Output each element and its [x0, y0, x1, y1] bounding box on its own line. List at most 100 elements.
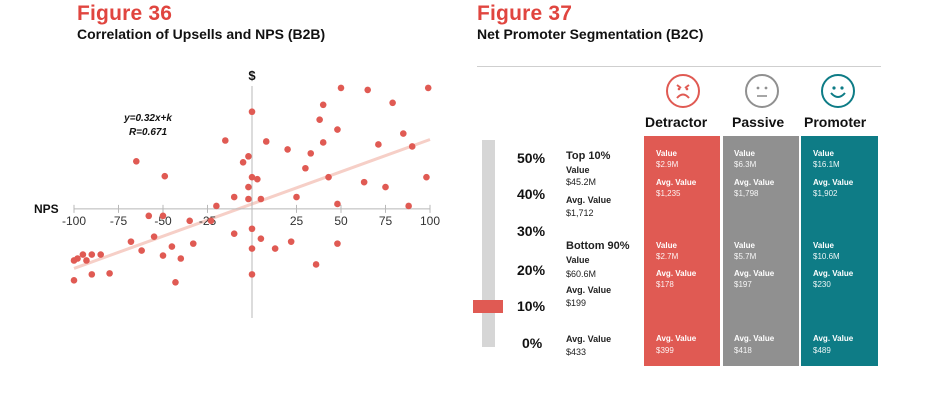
column-detractor-title: Detractor [645, 114, 708, 130]
detractor-top-avg-label: Avg. Value [656, 178, 697, 187]
scatter-point [79, 251, 87, 258]
detractor-bottom-value: $2.7M [656, 252, 679, 261]
scatter-point [168, 243, 176, 250]
scatter-point [325, 173, 332, 181]
scatter-point [375, 141, 382, 148]
scatter-point [83, 257, 90, 264]
scatter-point [189, 240, 197, 247]
detractor-all-avg-label: Avg. Value [656, 334, 697, 343]
x-ticks: -100 -75 -50 -25 25 50 75 100 [62, 204, 440, 228]
scatter-point [88, 251, 96, 258]
percentile-scale-bar [482, 140, 495, 347]
scatter-point [408, 143, 416, 150]
x-tick-label: 75 [379, 214, 393, 228]
x-tick-label: -25 [199, 214, 217, 228]
scatter-point [262, 138, 270, 145]
detractor-bottom-value-label: Value [656, 241, 677, 250]
passive-bottom-value-label: Value [734, 241, 755, 250]
x-tick-label: -100 [62, 214, 86, 228]
scatter-point [248, 108, 256, 116]
row-top-10-name: Top 10% [566, 150, 611, 162]
scatter-point [248, 245, 256, 252]
detractor-column [644, 136, 720, 366]
scatter-point [207, 217, 215, 225]
scatter-point [389, 99, 396, 107]
scatter-point [70, 277, 78, 284]
scatter-point [245, 153, 252, 160]
scatter-point [97, 251, 104, 258]
detractor-all-avg-value: $399 [656, 346, 674, 355]
equation-annotation: y=0.32x+k [123, 113, 172, 124]
figure-36-number: Figure 36 [77, 2, 173, 25]
promoter-all-avg-label: Avg. Value [813, 334, 854, 343]
x-tick-label: -75 [110, 214, 128, 228]
passive-top-avg-value: $1,798 [734, 189, 759, 198]
x-tick-label: -50 [154, 214, 172, 228]
scatter-point [159, 252, 167, 259]
scatter-point [248, 225, 256, 233]
promoter-top-value: $16.1M [813, 160, 840, 169]
row-bottom-90-avg-value: $199 [566, 298, 587, 308]
scatter-point [248, 173, 256, 181]
scatter-point [172, 279, 179, 286]
x-axis-label: NPS [34, 202, 59, 216]
scatter-point [319, 139, 327, 146]
scatter-point [70, 257, 78, 264]
detractor-top-avg-value: $1,235 [656, 189, 681, 198]
scatter-point [424, 84, 432, 92]
neutral-face-icon [745, 74, 779, 108]
row-top-10-avg-value: $1,712 [566, 208, 594, 218]
scatter-point [319, 101, 327, 109]
percentile-marker [473, 300, 503, 313]
passive-top-avg-label: Avg. Value [734, 178, 775, 187]
scatter-point [284, 146, 291, 153]
header-divider [477, 66, 881, 67]
scatter-point [254, 175, 261, 183]
passive-top-value-label: Value [734, 149, 755, 158]
figure-36-subtitle: Correlation of Upsells and NPS (B2B) [77, 26, 326, 42]
scatter-point [302, 164, 309, 172]
scatter-point [334, 200, 341, 208]
detractor-bottom-avg-value: $178 [656, 280, 674, 289]
scatter-point [307, 150, 315, 157]
scatter-point [316, 116, 323, 123]
row-bottom-90-value: $60.6M [566, 269, 597, 279]
smile-face-icon [821, 74, 855, 108]
scatter-point [145, 212, 153, 220]
promoter-bottom-avg-label: Avg. Value [813, 269, 854, 278]
scatter-point [312, 261, 320, 268]
scatter-point [88, 271, 96, 278]
x-tick-label: 50 [334, 214, 348, 228]
passive-all-avg-label: Avg. Value [734, 334, 775, 343]
detractor-top-value-label: Value [656, 149, 677, 158]
scatter-point [186, 217, 193, 225]
figure-37-subtitle: Net Promoter Segmentation (B2C) [477, 26, 704, 42]
scatter-point [177, 255, 185, 262]
promoter-bottom-value-label: Value [813, 241, 834, 250]
scatter-point [239, 159, 247, 166]
scatter-point [382, 183, 389, 191]
promoter-top-value-label: Value [813, 149, 834, 158]
scatter-point [257, 235, 265, 242]
scatter-point [405, 202, 412, 210]
passive-all-avg-value: $418 [734, 346, 752, 355]
row-bottom-90-value-label: Value [566, 255, 590, 265]
scatter-point [337, 84, 345, 92]
passive-bottom-value: $5.7M [734, 252, 757, 261]
row-top-10-value: $45.2M [566, 177, 597, 187]
scatter-point [248, 271, 256, 278]
promoter-bottom-value: $10.6M [813, 252, 840, 261]
scatter-point [271, 245, 279, 252]
passive-bottom-avg-label: Avg. Value [734, 269, 775, 278]
scatter-point [230, 230, 238, 238]
scatter-point [360, 178, 368, 186]
scatter-point [222, 137, 229, 144]
promoter-top-avg-label: Avg. Value [813, 178, 854, 187]
passive-column [723, 136, 799, 366]
passive-bottom-avg-value: $197 [734, 280, 752, 289]
scale-label-20: 20% [517, 262, 546, 278]
scale-label-10: 10% [517, 298, 546, 314]
passive-top-value: $6.3M [734, 160, 757, 169]
scatter-point [127, 238, 135, 245]
scatter-points [70, 84, 432, 286]
